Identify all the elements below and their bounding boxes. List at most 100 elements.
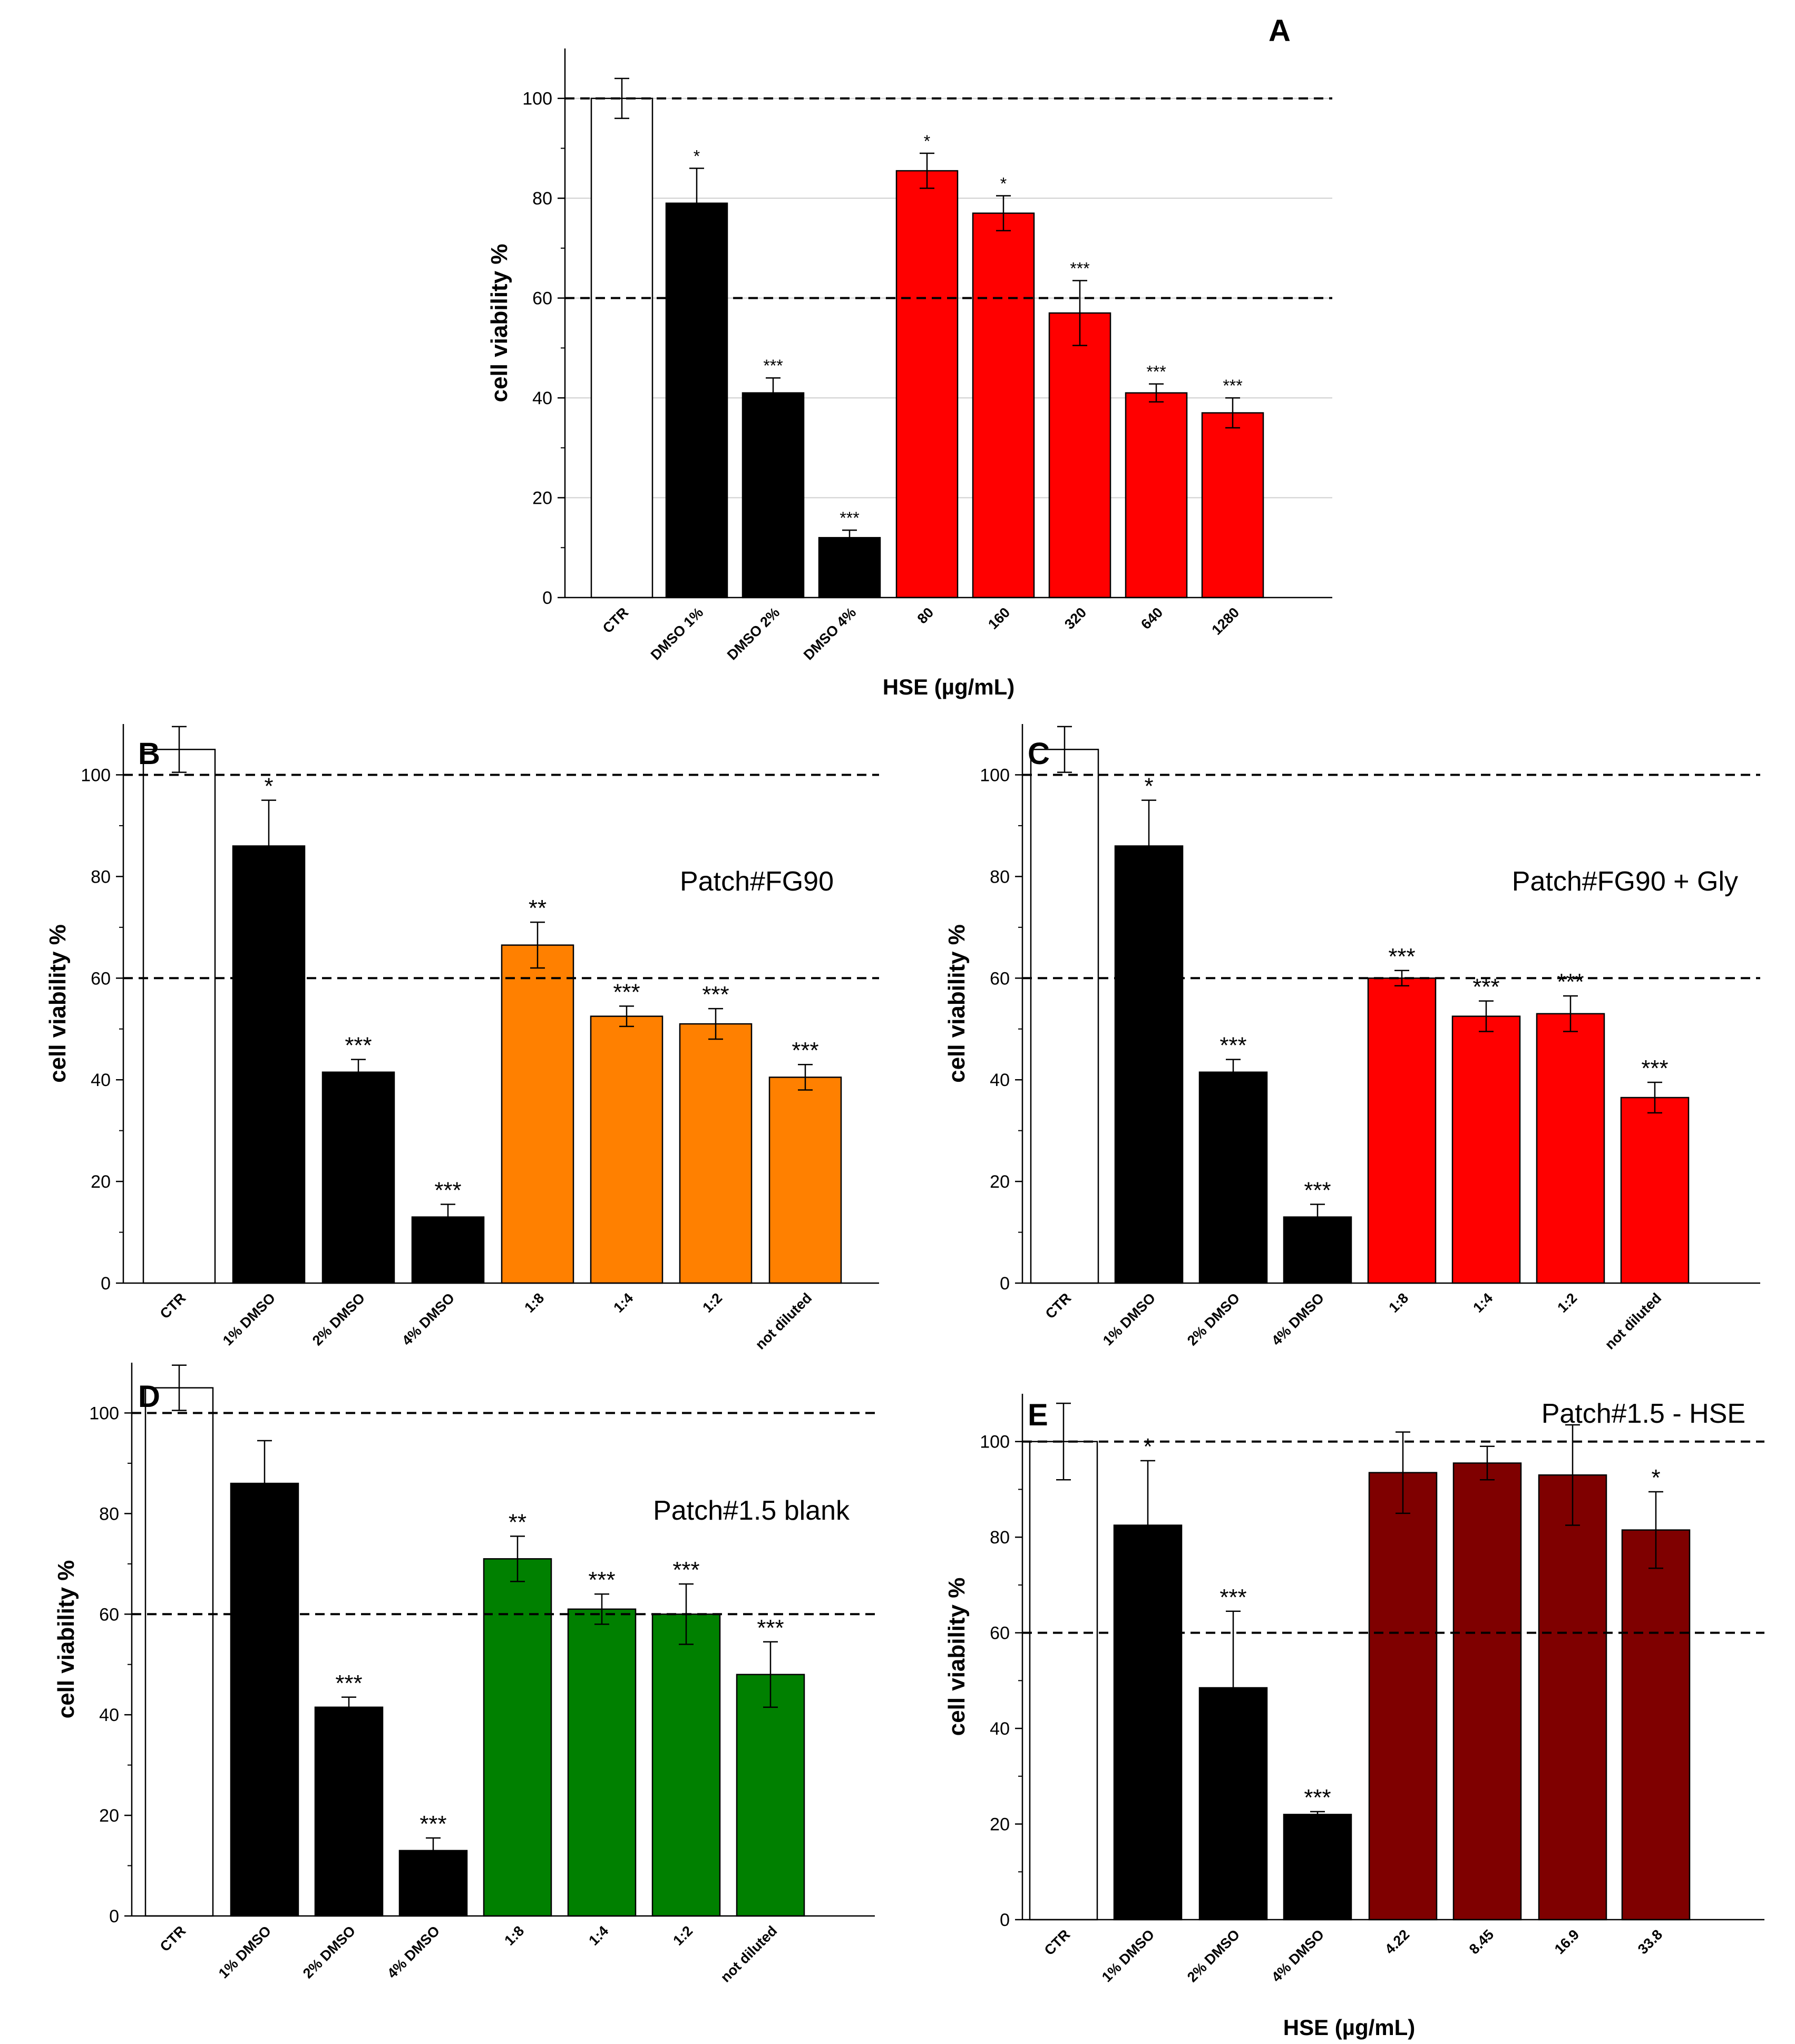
y-tick-label: 60 [532, 289, 552, 309]
y-axis-label: cell viability % [53, 1560, 79, 1719]
significance-label: *** [672, 1557, 699, 1583]
significance-label: * [924, 132, 930, 151]
y-tick-label: 0 [1000, 1910, 1010, 1930]
significance-label: *** [1070, 259, 1089, 278]
y-tick-label: 80 [532, 189, 552, 209]
bar [501, 944, 574, 1284]
significance-label: *** [1220, 1033, 1246, 1059]
y-tick-label: 40 [990, 1070, 1010, 1090]
bar [314, 1706, 384, 1917]
y-tick-label: 0 [1000, 1274, 1010, 1294]
y-tick-label: 80 [990, 1528, 1010, 1548]
bar [1283, 1814, 1352, 1921]
bar [142, 748, 216, 1284]
significance-label: *** [345, 1033, 372, 1059]
y-tick-label: 20 [91, 1172, 111, 1192]
panel-subtitle: Patch#FG90 [680, 866, 834, 897]
panel-subtitle: Patch#1.5 blank [653, 1495, 850, 1526]
bar [590, 97, 653, 599]
bar [1201, 412, 1264, 599]
y-tick-label: 60 [990, 969, 1010, 989]
y-tick-label: 20 [99, 1806, 119, 1826]
y-tick-label: 100 [980, 1432, 1010, 1452]
y-tick-label: 100 [81, 765, 111, 785]
significance-label: *** [702, 982, 729, 1008]
y-tick-label: 80 [990, 867, 1010, 887]
panel-letter: A [1269, 14, 1291, 48]
y-tick-label: 60 [99, 1605, 119, 1625]
significance-label: *** [757, 1615, 784, 1641]
bar [483, 1558, 552, 1917]
bar [651, 1613, 721, 1917]
y-tick-label: 20 [532, 488, 552, 508]
bar [567, 1608, 637, 1917]
bar [1048, 312, 1111, 599]
x-axis-title: HSE (µg/mL) [883, 674, 1015, 699]
bar [232, 845, 306, 1284]
y-axis-label: cell viability % [486, 244, 512, 403]
y-axis-label: cell viability % [45, 924, 71, 1083]
y-tick-label: 100 [980, 765, 1010, 785]
significance-label: *** [420, 1811, 446, 1837]
y-tick-label: 80 [91, 867, 111, 887]
bar [1452, 1462, 1522, 1921]
y-tick-label: 80 [99, 1504, 119, 1524]
significance-label: *** [1220, 1585, 1246, 1610]
bar [1620, 1097, 1690, 1284]
significance-label: * [1651, 1465, 1660, 1491]
y-tick-label: 0 [109, 1906, 119, 1926]
significance-label: *** [1304, 1785, 1331, 1811]
y-tick-label: 100 [522, 89, 552, 109]
significance-label: *** [1146, 363, 1166, 382]
significance-label: *** [1641, 1055, 1668, 1081]
y-tick-label: 40 [990, 1719, 1010, 1739]
significance-label: *** [588, 1567, 615, 1593]
significance-label: *** [1388, 944, 1415, 970]
panel-letter: D [138, 1380, 160, 1414]
bar [144, 1387, 214, 1917]
bar [321, 1071, 395, 1284]
significance-label: * [1143, 1434, 1152, 1460]
significance-label: ** [509, 1509, 526, 1535]
significance-label: *** [434, 1177, 461, 1203]
bar [1451, 1015, 1521, 1284]
significance-label: *** [840, 508, 859, 527]
bar [1029, 1441, 1098, 1921]
panel-subtitle: Patch#1.5 - HSE [1542, 1398, 1745, 1429]
bar [665, 202, 728, 599]
panel-letter: C [1028, 737, 1050, 771]
significance-label: ** [529, 895, 547, 921]
bar [590, 1015, 664, 1284]
bar [818, 537, 881, 599]
bar [679, 1023, 753, 1284]
panel-letter: B [138, 737, 160, 771]
bar [230, 1482, 299, 1917]
significance-label: *** [335, 1670, 362, 1696]
y-tick-label: 60 [91, 969, 111, 989]
significance-label: *** [1304, 1177, 1331, 1203]
y-tick-label: 60 [990, 1624, 1010, 1644]
bar [895, 170, 959, 599]
significance-label: *** [1472, 974, 1499, 1000]
bar [1030, 748, 1099, 1284]
bar [972, 212, 1035, 599]
bar [1114, 845, 1184, 1284]
x-axis-title: HSE (µg/mL) [1283, 2015, 1416, 2040]
bar [1368, 1472, 1438, 1921]
bar [1536, 1013, 1605, 1284]
significance-label: *** [613, 979, 640, 1005]
y-tick-label: 0 [542, 588, 552, 608]
y-axis-label: cell viability % [944, 1578, 970, 1736]
panel-subtitle: Patch#FG90 + Gly [1512, 866, 1738, 897]
bar [1367, 977, 1437, 1284]
significance-label: *** [1223, 376, 1242, 395]
y-tick-label: 40 [532, 388, 552, 408]
bar [1538, 1474, 1607, 1921]
y-tick-label: 40 [99, 1705, 119, 1725]
bar [768, 1077, 842, 1284]
bar [1113, 1524, 1183, 1921]
significance-label: * [694, 146, 700, 165]
y-tick-label: 20 [990, 1172, 1010, 1192]
